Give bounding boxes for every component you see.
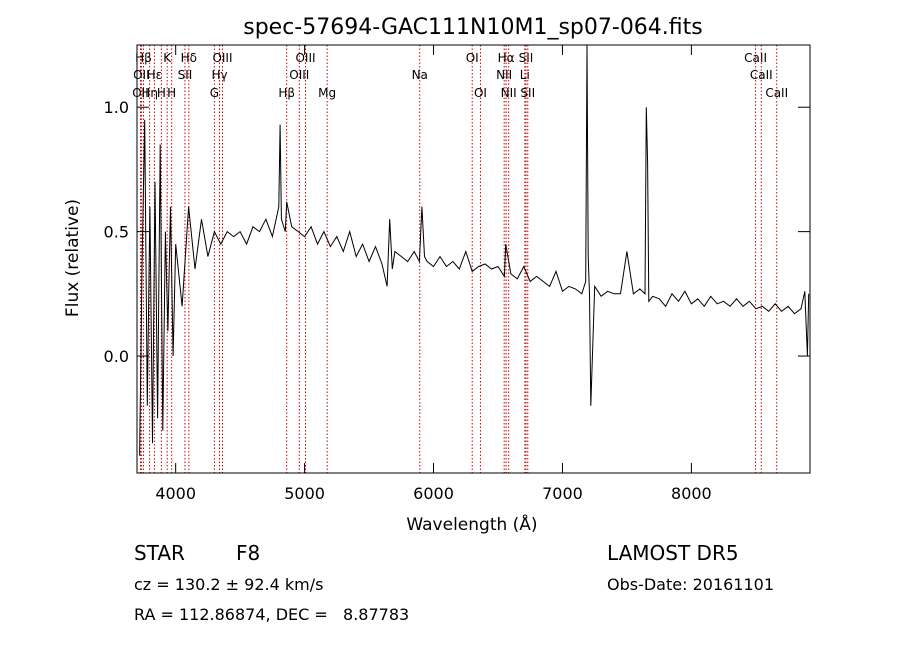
line-marker-label-26: CaII [744, 51, 767, 65]
line-marker-label-20: NII [496, 68, 512, 82]
line-marker-label-28: CaII [765, 86, 788, 100]
line-marker-label-19: OI [474, 86, 487, 100]
y-axis-label: Flux (relative) [63, 199, 83, 317]
line-marker-label-7: H [167, 86, 176, 100]
x-tick-label-4: 8000 [671, 484, 712, 503]
line-marker-label-8: SII [178, 68, 193, 82]
line-marker-label-24: SII [519, 51, 534, 65]
y-tick-label-2: 1.0 [104, 98, 129, 117]
line-marker-label-12: OIII [212, 51, 232, 65]
plot-frame [136, 44, 811, 474]
line-marker-label-11: Hγ [211, 68, 227, 82]
x-tick-label-0: 4000 [155, 484, 196, 503]
line-marker-label-16: Mg [318, 86, 336, 100]
line-marker-label-17: Na [412, 68, 428, 82]
coordinates: RA = 112.86874, DEC = 8.87783 [134, 605, 409, 624]
line-marker-label-14: OIII [289, 68, 309, 82]
spectrum-series [139, 44, 810, 456]
line-marker-label-15: OIII [295, 51, 315, 65]
line-marker-label-6: K [163, 51, 172, 65]
line-marker-label-2: Hβ [135, 51, 152, 65]
line-markers: OIIOIIHβHηHεHKHSIIHδGHγOIIIHβOIIIOIIIMgN… [132, 45, 788, 473]
axis-ticks: 4000 5000 6000 7000 8000 0.0 0.5 1.0 [104, 45, 810, 503]
line-marker-label-21: Hα [498, 51, 515, 65]
line-marker-label-18: OI [466, 51, 479, 65]
line-marker-label-10: G [210, 86, 219, 100]
observation-date: Obs-Date: 20161101 [607, 575, 774, 594]
spectrum-line [139, 44, 810, 456]
line-marker-label-3: Hη [141, 86, 158, 100]
redshift-velocity: cz = 130.2 ± 92.4 km/s [134, 575, 323, 594]
object-class: STAR [134, 541, 185, 565]
x-axis-label: Wavelength (Å) [406, 513, 537, 535]
line-marker-label-22: NII [501, 86, 517, 100]
survey-name: LAMOST DR5 [607, 541, 739, 565]
y-tick-label-0: 0.0 [104, 347, 129, 366]
chart-title: spec-57694-GAC111N10M1_sp07-064.fits [243, 15, 703, 40]
x-tick-label-2: 6000 [413, 484, 454, 503]
line-marker-label-23: Li [520, 68, 530, 82]
line-marker-label-13: Hβ [278, 86, 295, 100]
line-marker-label-5: H [157, 86, 166, 100]
y-tick-label-1: 0.5 [104, 223, 129, 242]
x-tick-label-1: 5000 [284, 484, 325, 503]
line-marker-label-0: OII [132, 86, 149, 100]
line-marker-label-27: CaII [750, 68, 773, 82]
line-marker-label-25: SII [520, 86, 535, 100]
subclass: F8 [236, 541, 260, 565]
line-marker-label-9: Hδ [181, 51, 197, 65]
x-tick-label-3: 7000 [542, 484, 583, 503]
line-marker-label-4: Hε [147, 68, 163, 82]
